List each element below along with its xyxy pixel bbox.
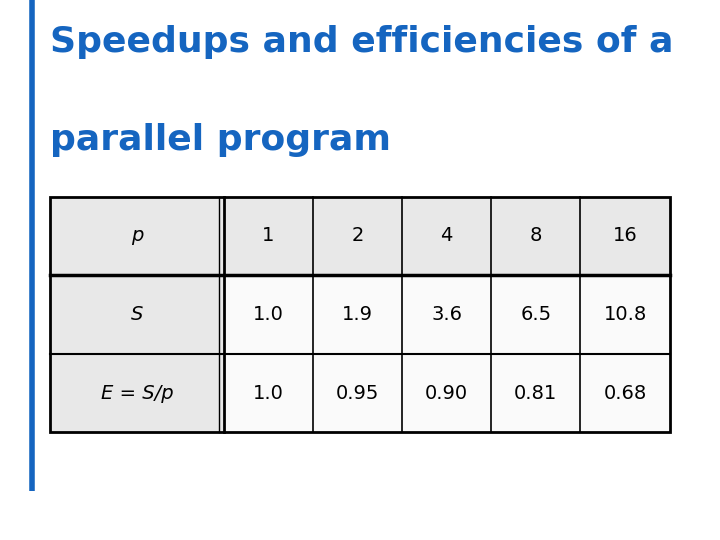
Text: 3.6: 3.6 [431, 305, 462, 324]
Text: 0.95: 0.95 [336, 383, 379, 403]
Text: MORGAN KAUFMANN: MORGAN KAUFMANN [0, 527, 56, 532]
Text: 1.9: 1.9 [342, 305, 373, 324]
Text: Speedups and efficiencies of a: Speedups and efficiencies of a [50, 25, 674, 58]
Text: 0.68: 0.68 [603, 383, 647, 403]
Text: 1.0: 1.0 [253, 305, 284, 324]
Text: 0.81: 0.81 [514, 383, 557, 403]
FancyBboxPatch shape [402, 275, 491, 354]
Text: 10.8: 10.8 [603, 305, 647, 324]
Text: 0.90: 0.90 [425, 383, 468, 403]
FancyBboxPatch shape [50, 275, 224, 354]
Text: Copyright © 2010, Elsevier Inc. All rights Reserved: Copyright © 2010, Elsevier Inc. All righ… [200, 509, 520, 522]
Text: 16: 16 [613, 226, 637, 245]
FancyBboxPatch shape [491, 354, 580, 433]
Text: 4: 4 [441, 226, 453, 245]
FancyBboxPatch shape [313, 197, 402, 275]
FancyBboxPatch shape [50, 354, 224, 433]
FancyBboxPatch shape [224, 354, 313, 433]
FancyBboxPatch shape [402, 197, 491, 275]
FancyBboxPatch shape [224, 275, 313, 354]
FancyBboxPatch shape [402, 354, 491, 433]
Text: MK: MK [6, 500, 48, 520]
Text: 2: 2 [351, 226, 364, 245]
Text: parallel program: parallel program [50, 123, 392, 157]
FancyBboxPatch shape [313, 275, 402, 354]
Text: 80: 80 [670, 508, 691, 523]
Text: 1: 1 [262, 226, 274, 245]
Text: E = S/p: E = S/p [101, 383, 174, 403]
FancyBboxPatch shape [224, 197, 313, 275]
Text: S: S [131, 305, 143, 324]
FancyBboxPatch shape [313, 354, 402, 433]
Text: 1.0: 1.0 [253, 383, 284, 403]
FancyBboxPatch shape [580, 354, 670, 433]
FancyBboxPatch shape [580, 275, 670, 354]
Text: 8: 8 [530, 226, 542, 245]
FancyBboxPatch shape [491, 197, 580, 275]
FancyBboxPatch shape [491, 275, 580, 354]
Text: p: p [131, 226, 143, 245]
FancyBboxPatch shape [50, 197, 224, 275]
Text: 6.5: 6.5 [521, 305, 552, 324]
FancyBboxPatch shape [580, 197, 670, 275]
